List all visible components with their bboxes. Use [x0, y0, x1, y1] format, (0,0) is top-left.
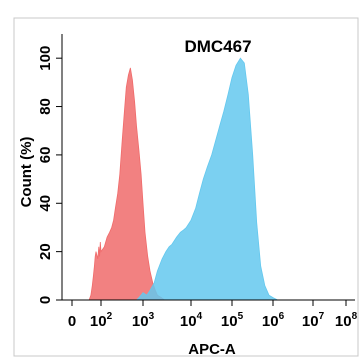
y-axis-title: Count (%) [18, 137, 35, 208]
x-axis-title: APC-A [188, 341, 236, 358]
series-layer [88, 57, 278, 301]
series-2-area [135, 57, 278, 301]
x-tick-label: 0 [68, 313, 76, 330]
y-tick-label: 80 [37, 98, 54, 115]
y-tick-label: 60 [37, 147, 54, 164]
x-ticks: 0 102 103 104 105 106 107 108 [68, 300, 358, 330]
y-tick-label: 40 [37, 195, 54, 212]
x-tick-label: 107 [302, 311, 325, 330]
x-tick-label: 104 [180, 311, 203, 330]
x-tick-label: 106 [262, 311, 285, 330]
y-tick-label: 0 [37, 296, 54, 304]
chart-title: DMC467 [184, 37, 251, 56]
x-tick-label: 103 [132, 311, 155, 330]
chart-frame [13, 17, 359, 357]
series-1-area [88, 67, 166, 301]
x-tick-label: 108 [335, 311, 358, 330]
y-tick-label: 20 [37, 243, 54, 260]
x-tick-label: 105 [221, 311, 244, 330]
x-tick-label: 102 [90, 311, 113, 330]
y-ticks: 0 20 40 60 80 100 [37, 46, 62, 304]
y-tick-label: 100 [37, 46, 54, 71]
